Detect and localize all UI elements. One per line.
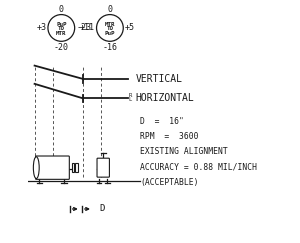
Bar [75,163,78,172]
Text: MTR: MTR [105,22,115,27]
Text: (ACCEPTABLE): (ACCEPTABLE) [140,178,199,187]
Text: TO: TO [106,26,113,31]
Text: TO: TO [58,26,65,31]
Text: -16: -16 [102,43,117,52]
Text: D: D [99,204,104,214]
Text: 0: 0 [59,5,64,14]
Bar [71,163,74,172]
Text: R: R [129,93,132,98]
Text: +5: +5 [125,23,135,33]
Text: EXISTING ALIGNMENT: EXISTING ALIGNMENT [140,147,228,156]
Text: D  =  16": D = 16" [140,117,184,126]
Text: MTR: MTR [56,31,67,36]
FancyBboxPatch shape [35,156,69,179]
Text: HORIZONTAL: HORIZONTAL [135,93,194,104]
Text: -20: -20 [54,43,69,52]
Ellipse shape [33,157,39,179]
Text: PuP: PuP [105,31,115,36]
Text: L: L [129,97,132,102]
Text: +3: +3 [37,23,46,33]
Text: 0: 0 [107,5,112,14]
Text: ACCURACY = 0.88 MIL/INCH: ACCURACY = 0.88 MIL/INCH [140,163,257,172]
Text: PuP: PuP [56,22,67,27]
Text: -23: -23 [76,23,91,33]
Text: VERTICAL: VERTICAL [135,74,182,84]
Text: RPM  =  3600: RPM = 3600 [140,132,199,141]
Text: +11: +11 [80,23,95,33]
FancyBboxPatch shape [97,158,110,177]
